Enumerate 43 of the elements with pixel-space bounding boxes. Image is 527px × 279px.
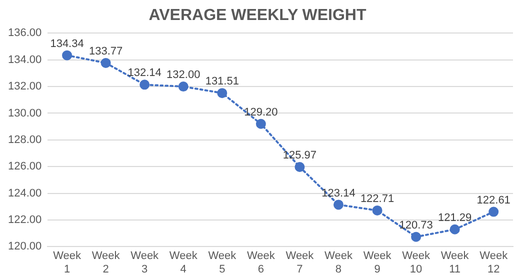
y-tick-label: 132.00 xyxy=(8,80,42,93)
point xyxy=(256,118,266,129)
x-tick-label: Week 9 xyxy=(363,250,392,276)
y-tick-label: 136.00 xyxy=(8,27,42,40)
point xyxy=(217,88,228,98)
data-label: 122.61 xyxy=(476,194,510,206)
x-tick-label: Week 2 xyxy=(92,250,120,276)
y-tick-label: 124.00 xyxy=(8,187,42,200)
data-label: 120.73 xyxy=(399,219,433,232)
point xyxy=(411,232,422,242)
point xyxy=(450,224,460,234)
data-label: 121.29 xyxy=(438,212,472,224)
x-tick-label: Week 4 xyxy=(169,250,198,276)
data-label: 122.71 xyxy=(360,192,394,205)
x-tick-label: Week 5 xyxy=(208,250,237,276)
chart-title: AVERAGE WEEKLY WEIGHT xyxy=(148,7,366,24)
data-label: 133.77 xyxy=(88,45,123,58)
x-tick-label: Week 6 xyxy=(246,250,276,276)
point xyxy=(140,80,150,90)
y-tick-label: 122.00 xyxy=(8,214,42,226)
point xyxy=(294,162,305,172)
x-tick-label: Week 10 xyxy=(402,250,431,276)
x-tick-label: Week 11 xyxy=(440,250,470,276)
x-tick-label: Week 12 xyxy=(480,250,508,276)
point xyxy=(62,50,72,60)
x-tick-label: Week 8 xyxy=(324,250,353,276)
y-tick-label: 120.00 xyxy=(8,240,42,253)
data-label: 132.14 xyxy=(128,67,162,80)
y-tick-label: 128.00 xyxy=(8,134,42,146)
y-tick-label: 130.00 xyxy=(8,107,42,120)
y-tick-label: 134.00 xyxy=(8,54,42,66)
x-tick-label: Week 7 xyxy=(286,250,314,276)
point xyxy=(488,206,499,217)
data-label: 131.51 xyxy=(205,76,239,88)
data-label: 134.34 xyxy=(50,38,84,50)
x-tick-label: Week 1 xyxy=(53,250,82,276)
point xyxy=(333,200,344,210)
point xyxy=(178,82,188,92)
data-label: 132.00 xyxy=(166,69,200,82)
point xyxy=(372,205,382,216)
x-tick-label: Week 3 xyxy=(130,250,160,276)
point xyxy=(100,58,111,68)
y-tick-label: 126.00 xyxy=(8,160,42,173)
